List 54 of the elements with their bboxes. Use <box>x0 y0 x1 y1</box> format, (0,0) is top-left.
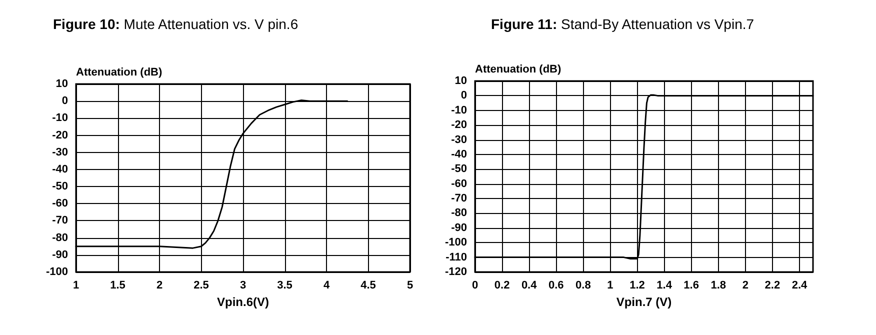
x-tick-label: 2.5 <box>194 280 209 292</box>
y-tick-label: -20 <box>451 119 467 132</box>
x-tick-label: 5 <box>406 280 414 292</box>
y-tick-label: -70 <box>52 214 68 227</box>
x-tick-label: 2 <box>156 280 163 292</box>
y-tick-label: -30 <box>451 134 467 146</box>
y-tick-label: 0 <box>460 90 467 102</box>
y-tick-label: -20 <box>52 129 68 142</box>
x-tick-label: 2.2 <box>764 280 780 292</box>
x-tick-label: 1.4 <box>656 280 673 292</box>
x-tick-label: 0.6 <box>548 280 564 292</box>
x-axis-title: Vpin.7 (V) <box>616 294 672 309</box>
x-tick-label: 1 <box>607 280 614 292</box>
x-tick-label: 1.8 <box>710 280 726 292</box>
y-axis-title: Attenuation (dB) <box>475 64 562 76</box>
x-tick-label: 0.2 <box>494 280 510 292</box>
y-tick-label: -90 <box>52 248 68 261</box>
y-tick-label: -10 <box>52 112 68 124</box>
y-tick-label: -80 <box>52 232 68 244</box>
chart-title: Figure 11: Stand-By Attenuation vs Vpin.7 <box>491 16 754 32</box>
x-axis-title: Vpin.6(V) <box>216 294 270 309</box>
x-tick-label: 1 <box>72 280 80 292</box>
y-tick-label: -60 <box>451 178 467 190</box>
y-tick-label: -40 <box>451 148 467 160</box>
chart-title: Figure 10: Mute Attenuation vs. V pin.6 <box>53 16 298 32</box>
x-tick-label: 0.8 <box>576 280 591 292</box>
y-tick-label: 10 <box>454 75 467 87</box>
x-tick-label: 3.5 <box>277 280 292 292</box>
x-tick-label: 1.2 <box>630 280 645 292</box>
y-tick-label: -100 <box>46 266 68 278</box>
x-tick-label: 4.5 <box>360 280 376 292</box>
x-tick-label: 0.4 <box>521 280 538 292</box>
y-tick-label: 0 <box>62 95 68 108</box>
y-tick-label: -30 <box>52 146 68 158</box>
y-tick-label: 10 <box>56 78 68 90</box>
y-tick-label: -100 <box>444 236 467 249</box>
y-tick-label: -10 <box>451 104 467 116</box>
y-tick-label: -60 <box>52 198 68 210</box>
x-tick-label: 2 <box>742 280 748 292</box>
y-tick-label: -120 <box>444 266 467 278</box>
y-axis-title: Attenuation (dB) <box>76 66 162 78</box>
x-tick-label: 2.4 <box>792 280 808 292</box>
y-tick-label: -80 <box>451 207 467 220</box>
x-tick-label: 0 <box>472 280 478 292</box>
y-tick-label: -110 <box>446 251 467 264</box>
x-tick-label: 1.5 <box>110 280 126 292</box>
y-tick-label: -90 <box>451 222 467 234</box>
x-tick-label: 1.6 <box>684 280 699 292</box>
y-tick-label: -50 <box>52 180 68 193</box>
y-tick-label: -40 <box>52 163 68 176</box>
y-tick-label: -70 <box>451 192 467 205</box>
x-tick-label: 4 <box>323 280 330 292</box>
x-tick-label: 3 <box>240 280 246 292</box>
y-tick-label: -50 <box>451 163 467 176</box>
